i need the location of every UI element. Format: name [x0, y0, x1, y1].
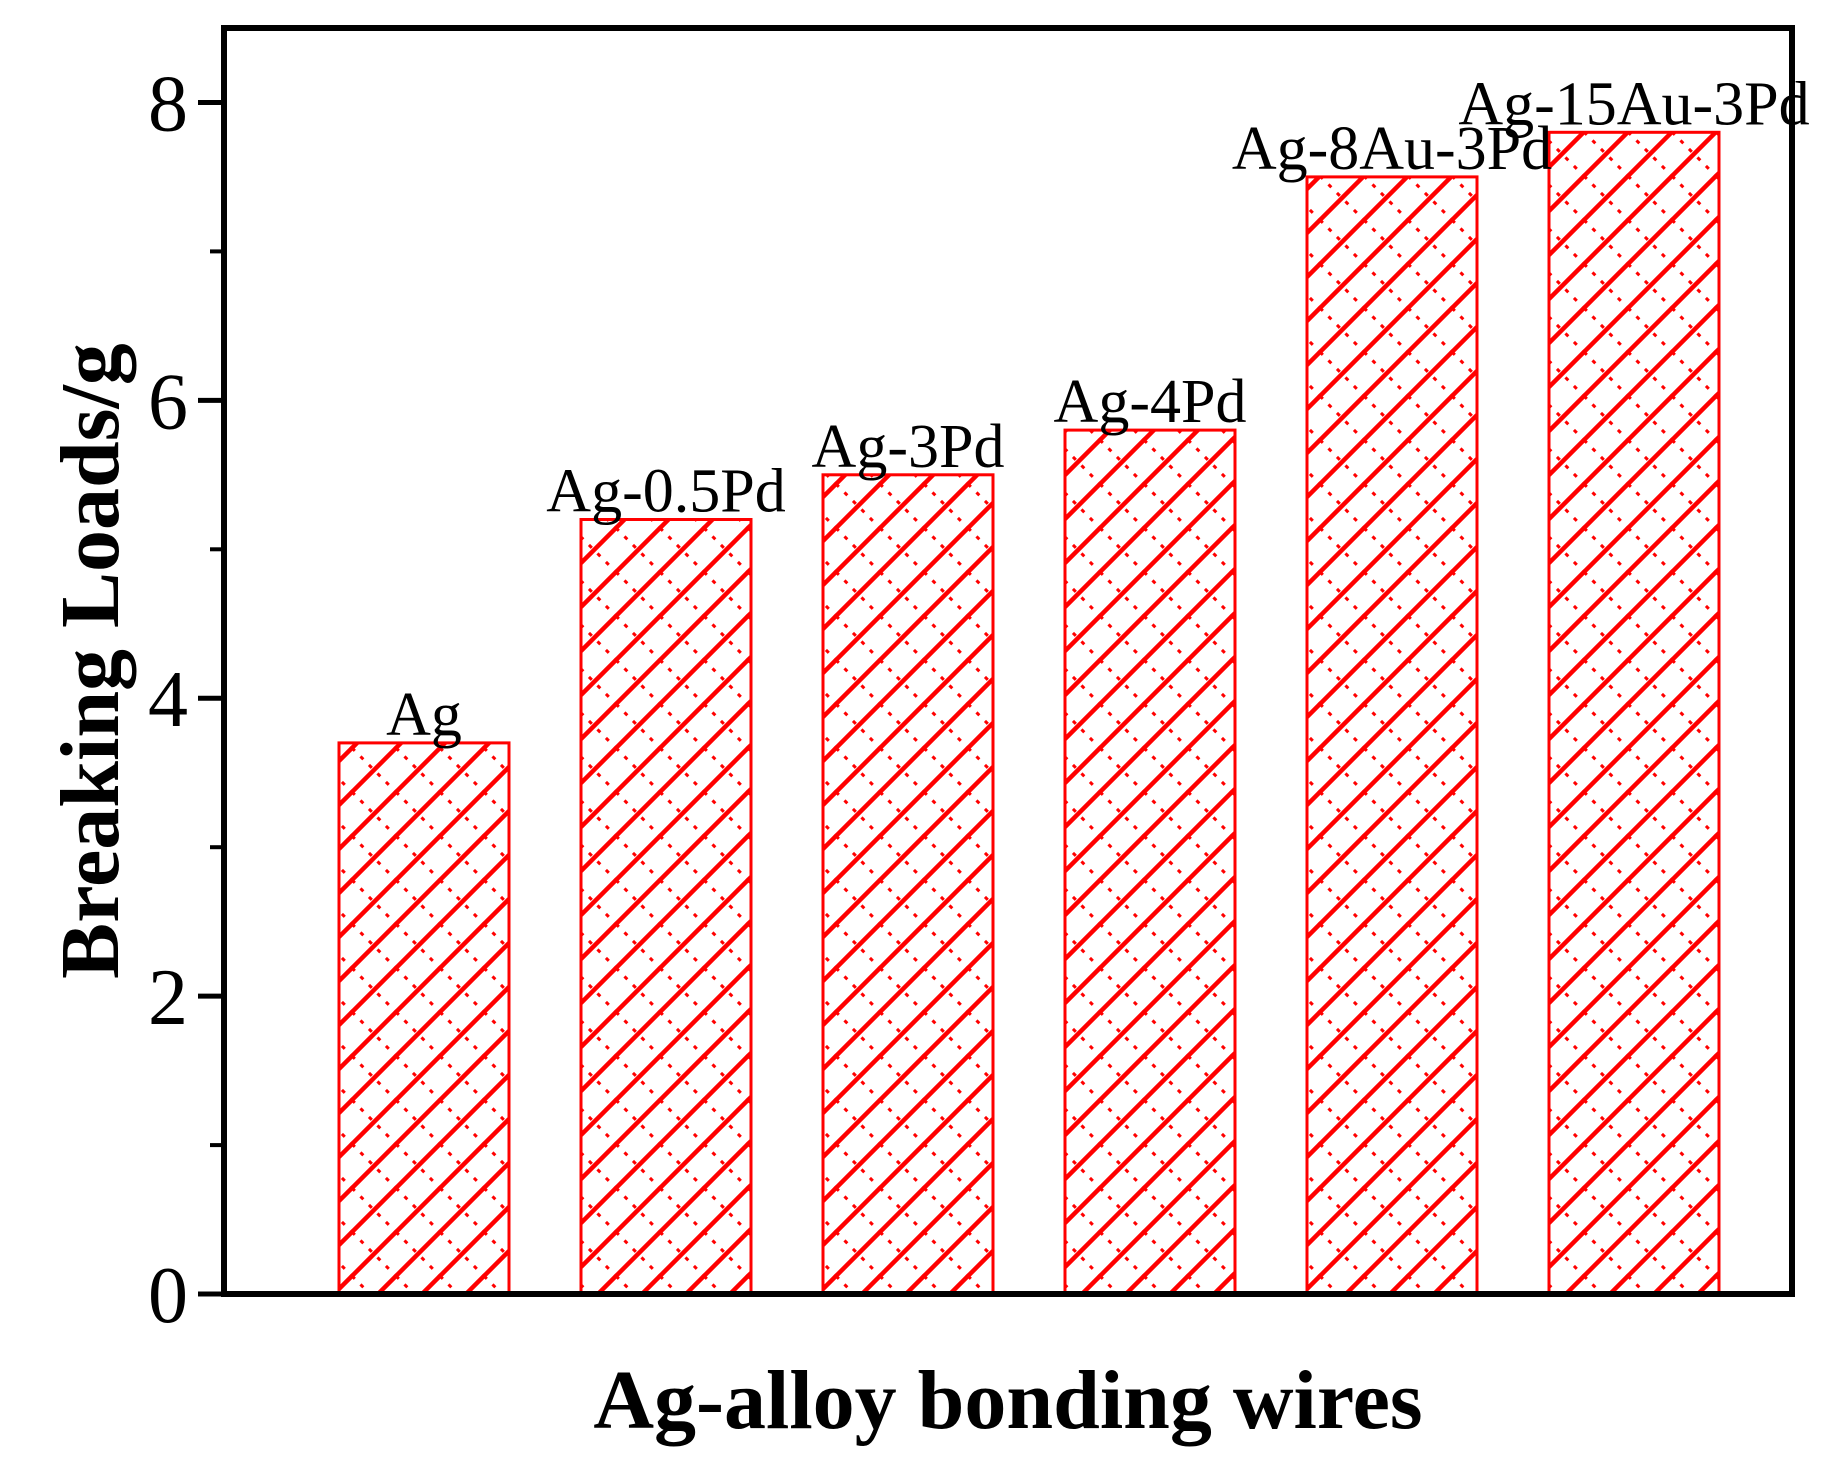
y-axis-title: Breaking Loads/g — [44, 343, 137, 979]
bars-group — [337, 130, 1721, 1296]
bar-ag-3pd — [821, 473, 995, 1296]
bar-ag-15au-3pd — [1547, 130, 1721, 1296]
bar-label-ag-4pd: Ag-4Pd — [1054, 368, 1247, 436]
bar-label-ag-8au-3pd: Ag-8Au-3Pd — [1232, 115, 1552, 183]
y-axis-ticks-group — [198, 100, 224, 1297]
bar-ag-0-5pd — [579, 518, 753, 1296]
plot-frame — [221, 25, 1795, 1297]
bar-label-ag: Ag — [386, 681, 462, 749]
bar-label-ag-0-5pd: Ag-0.5Pd — [546, 458, 785, 526]
y-tick-label-8: 8 — [148, 61, 188, 149]
bar-ag-4pd — [1063, 428, 1237, 1296]
x-axis-title: Ag-alloy bonding wires — [593, 1354, 1422, 1447]
y-tick-label-4: 4 — [148, 656, 188, 744]
plot-area: Ag Ag-0.5Pd Ag-3Pd Ag-4Pd Ag-8Au-3PdAg-15Au-… — [148, 25, 1810, 1341]
bar-ag — [337, 741, 511, 1296]
bar-label-ag-15au-3pd: Ag-15Au-3Pd — [1458, 70, 1809, 138]
y-tick-label-6: 6 — [148, 358, 188, 446]
bar-labels-group: Ag Ag-0.5Pd Ag-3Pd Ag-4Pd Ag-8Au-3PdAg-15Au-… — [386, 70, 1810, 749]
y-tick-label-2: 2 — [148, 954, 188, 1042]
bar-ag-8au-3pd — [1305, 175, 1479, 1296]
y-tick-label-0: 0 — [148, 1252, 188, 1340]
y-axis-tick-labels-group: 0 2 4 6 8 — [148, 61, 188, 1341]
bar-label-ag-3pd: Ag-3Pd — [812, 413, 1005, 481]
